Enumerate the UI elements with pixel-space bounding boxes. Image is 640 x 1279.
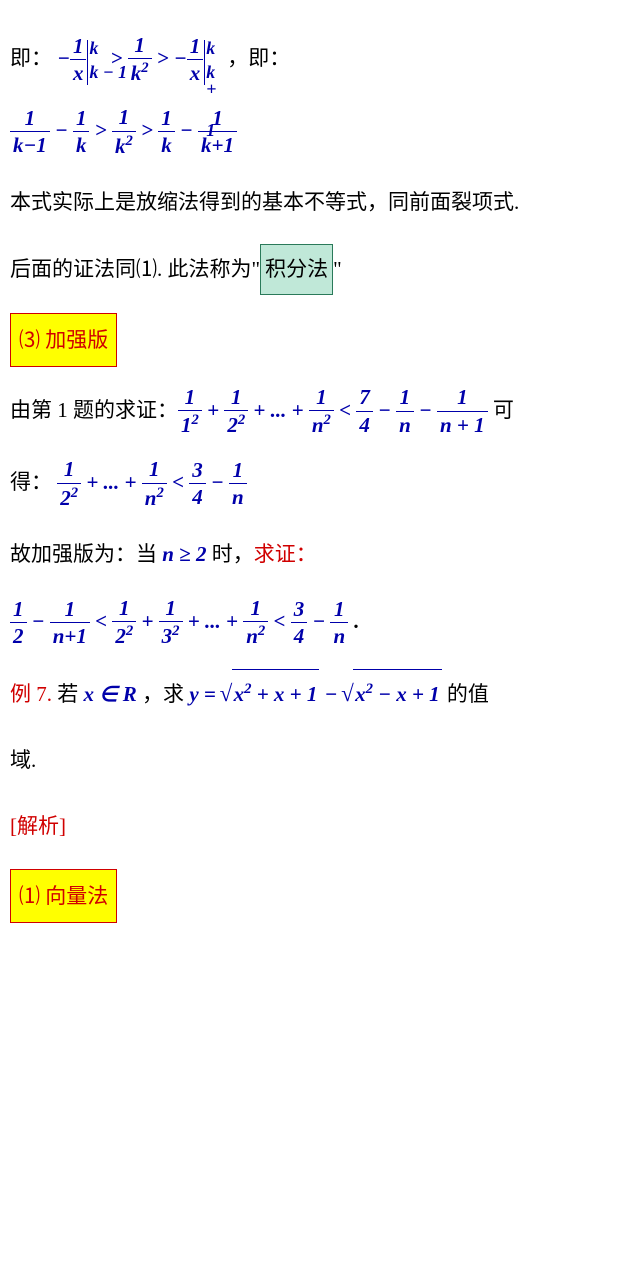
- chain-3: 12 − 1n+1 < 122 + 132 + ... + 1n2 < 34 −…: [10, 596, 630, 650]
- f-k2: 1k2: [112, 105, 136, 159]
- c3-22: 122: [112, 596, 136, 650]
- line-5: 由第 1 题的求证：112 + 122 + ... + 1n2 < 74 − 1…: [10, 385, 630, 439]
- f-k-2: 1k: [158, 106, 175, 159]
- para-4: 后面的证法同⑴. 此法称为"积分法": [10, 244, 630, 294]
- line-2: 1k−1 − 1k > 1k2 > 1k − 1k+1: [10, 105, 630, 159]
- ex7e: y =: [189, 682, 221, 706]
- c2-34: 34: [189, 458, 206, 511]
- frac-1k2: 1k2: [128, 33, 152, 87]
- c3-32: 132: [159, 596, 183, 650]
- c-f1: 112: [178, 385, 202, 439]
- l7b: n ≥ 2: [162, 542, 206, 566]
- c3dots: + ... +: [188, 609, 238, 633]
- eval-bar-1: kk − 1: [86, 36, 89, 85]
- box-vector: ⑴ 向量法: [10, 869, 117, 923]
- l7c: 时，: [206, 542, 253, 566]
- c3lt2: <: [273, 609, 285, 633]
- ex7-label: 例 7.: [10, 682, 57, 706]
- c-f2: 122: [224, 385, 248, 439]
- c-fn: 1n2: [309, 385, 334, 439]
- c3lt1: <: [95, 609, 107, 633]
- l5post: 可: [488, 398, 514, 422]
- l6pre: 得：: [10, 470, 52, 494]
- line-1: 即： −1xkk − 1 > 1k2 > −1xk + 1k ，即：: [10, 33, 630, 87]
- box-3: ⑶ 加强版: [10, 313, 630, 367]
- c-1n: 1n: [396, 385, 414, 438]
- l7a: 故加强版为：当: [10, 542, 162, 566]
- c3-1n: 1n: [330, 597, 348, 650]
- c2lt: <: [172, 470, 184, 494]
- eval-bar-2: k + 1k: [203, 36, 206, 85]
- clt: <: [339, 398, 351, 422]
- c2-f2: 122: [57, 457, 81, 511]
- c3-34: 34: [291, 597, 308, 650]
- c3p1: +: [141, 609, 153, 633]
- c-1n1: 1n + 1: [437, 385, 488, 438]
- ex7-expr: y = x2 + x + 1 − x2 − x + 1: [189, 682, 441, 706]
- neg2: −: [174, 46, 187, 70]
- f-km1: 1k−1: [10, 106, 50, 159]
- c3dot: .: [353, 609, 358, 633]
- gt3: >: [95, 119, 107, 143]
- c3-12: 12: [10, 597, 27, 650]
- c3-1n1: 1n+1: [50, 597, 90, 650]
- c3m2: −: [312, 609, 325, 633]
- c3-n2: 1n2: [243, 596, 268, 650]
- sqrt-2: x2 − x + 1: [353, 669, 442, 718]
- text-ji: 即：: [10, 46, 52, 70]
- ex7d: ，求: [137, 682, 190, 706]
- c2-1n: 1n: [229, 458, 247, 511]
- line-6: 得： 122 + ... + 1n2 < 34 − 1n: [10, 457, 630, 511]
- cdots: + ... +: [253, 398, 303, 422]
- box-enhanced: ⑶ 加强版: [10, 313, 117, 367]
- para-3: 本式实际上是放缩法得到的基本不等式，同前面裂项式.: [10, 178, 630, 226]
- p4a: 后面的证法同⑴. 此法称为": [10, 257, 260, 281]
- gt2: >: [157, 46, 169, 70]
- cm1: −: [378, 398, 391, 422]
- f-kp1: 1k+1: [198, 106, 237, 159]
- gt4: >: [141, 119, 153, 143]
- frac-1x-2: 1x: [187, 34, 204, 87]
- ex7b: 若: [57, 682, 83, 706]
- c2dots: + ... +: [86, 470, 136, 494]
- box-1: ⑴ 向量法: [10, 869, 630, 923]
- c2m: −: [211, 470, 224, 494]
- c3m1: −: [32, 609, 45, 633]
- line-7: 故加强版为：当 n ≥ 2 时，求证：: [10, 530, 630, 578]
- minus-1: −: [55, 119, 68, 143]
- jiexi: [解析]: [10, 802, 630, 850]
- minus-2: −: [180, 119, 193, 143]
- c2-fn: 1n2: [142, 457, 167, 511]
- l5pre: 由第 1 题的求证：: [10, 398, 178, 422]
- c-74: 74: [356, 385, 373, 438]
- box-integral: 积分法: [260, 244, 333, 294]
- frac-1x: 1x: [70, 34, 87, 87]
- l7d: 求证：: [254, 542, 317, 566]
- cm2: −: [419, 398, 432, 422]
- yu: 域.: [10, 736, 630, 784]
- p4c: ": [333, 257, 342, 281]
- expr-neg: −: [57, 46, 70, 70]
- text-ji2: ，即：: [227, 46, 290, 70]
- sqrt-1: x2 + x + 1: [232, 669, 320, 718]
- cp1: +: [207, 398, 219, 422]
- ex7f: 的值: [442, 682, 489, 706]
- ex7c: x ∈ R: [84, 682, 137, 706]
- f-k: 1k: [73, 106, 90, 159]
- example-7: 例 7. 若 x ∈ R ，求 y = x2 + x + 1 − x2 − x …: [10, 669, 630, 718]
